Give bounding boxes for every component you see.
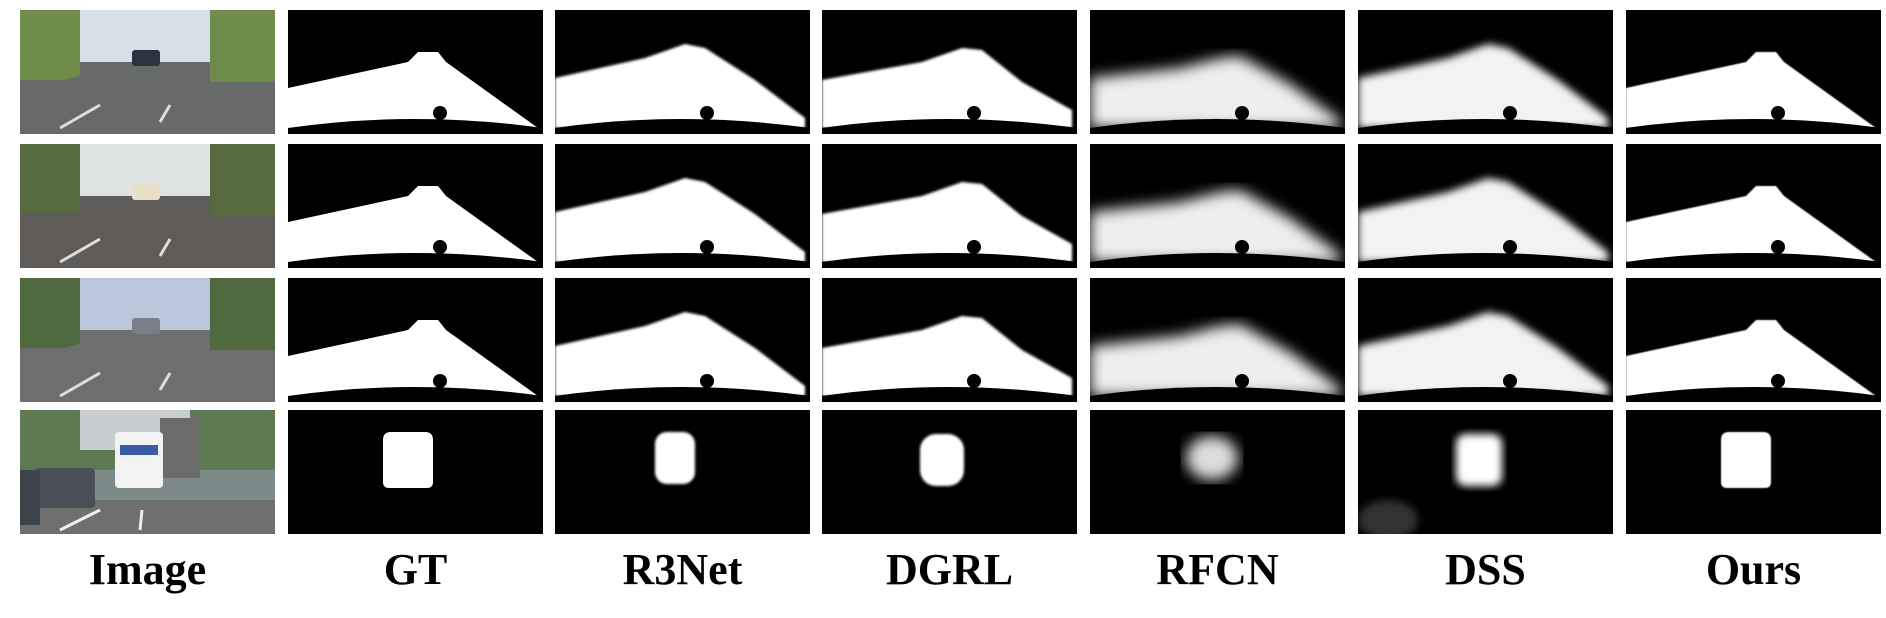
saliency-mask [1626, 144, 1881, 268]
ours-row-3 [1626, 278, 1881, 402]
dss-row-2 [1358, 144, 1613, 268]
label-image: Image [88, 545, 207, 594]
saliency-mask [1358, 410, 1613, 534]
saliency-mask [555, 144, 810, 268]
label-rfcn: RFCN [1156, 545, 1279, 594]
ours-row-4 [1626, 410, 1881, 534]
saliency-mask [1626, 10, 1881, 134]
street-photo [20, 10, 275, 134]
saliency-mask [1626, 410, 1881, 534]
dgrl-row-4 [822, 410, 1077, 534]
rfcn-row-4 [1090, 410, 1345, 534]
label-dss: DSS [1445, 545, 1526, 594]
saliency-mask [288, 10, 543, 134]
street-photo [20, 410, 275, 534]
saliency-mask [1358, 10, 1613, 134]
saliency-mask [1626, 278, 1881, 402]
saliency-mask [1090, 10, 1345, 134]
r3net-row-1 [555, 10, 810, 134]
saliency-mask [1090, 144, 1345, 268]
saliency-mask [1090, 410, 1345, 534]
saliency-mask [1358, 144, 1613, 268]
r3net-row-2 [555, 144, 810, 268]
image-row-2 [20, 144, 275, 268]
saliency-mask [1090, 278, 1345, 402]
r3net-row-4 [555, 410, 810, 534]
label-ours: Ours [1705, 545, 1802, 594]
saliency-mask [288, 410, 543, 534]
image-row-3 [20, 278, 275, 402]
street-photo [20, 144, 275, 268]
gt-row-2 [288, 144, 543, 268]
dss-row-1 [1358, 10, 1613, 134]
gt-row-3 [288, 278, 543, 402]
saliency-mask [288, 144, 543, 268]
dgrl-row-1 [822, 10, 1077, 134]
dss-row-3 [1358, 278, 1613, 402]
r3net-row-3 [555, 278, 810, 402]
ours-row-2 [1626, 144, 1881, 268]
saliency-mask [1358, 278, 1613, 402]
label-dgrl: DGRL [885, 545, 1014, 594]
saliency-mask [555, 10, 810, 134]
gt-row-4 [288, 410, 543, 534]
label-gt: GT [383, 545, 448, 594]
dss-row-4 [1358, 410, 1613, 534]
saliency-mask [822, 278, 1077, 402]
saliency-mask [822, 144, 1077, 268]
ours-row-1 [1626, 10, 1881, 134]
rfcn-row-2 [1090, 144, 1345, 268]
dgrl-row-3 [822, 278, 1077, 402]
image-row-4 [20, 410, 275, 534]
saliency-mask [822, 10, 1077, 134]
rfcn-row-1 [1090, 10, 1345, 134]
saliency-mask [555, 278, 810, 402]
image-row-1 [20, 10, 275, 134]
gt-row-1 [288, 10, 543, 134]
rfcn-row-3 [1090, 278, 1345, 402]
street-photo [20, 278, 275, 402]
saliency-mask [555, 410, 810, 534]
saliency-mask [288, 278, 543, 402]
label-r3net: R3Net [622, 545, 743, 594]
saliency-mask [822, 410, 1077, 534]
dgrl-row-2 [822, 144, 1077, 268]
